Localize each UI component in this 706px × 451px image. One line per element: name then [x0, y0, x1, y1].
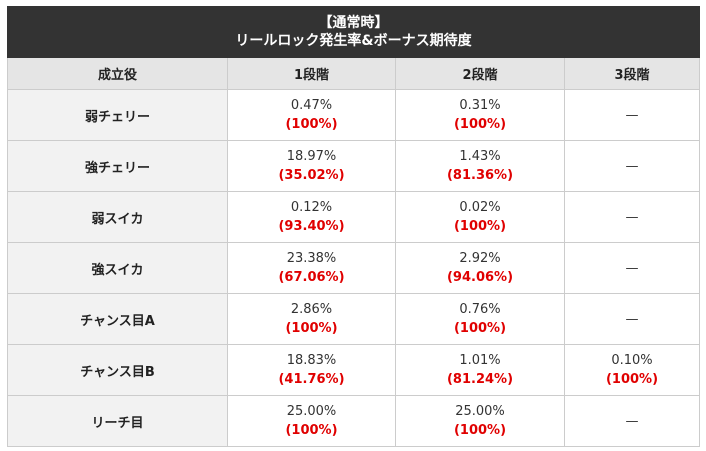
rate-value: 0.47% — [290, 98, 333, 113]
empty-dash: — — [625, 107, 639, 123]
bonus-expectation: (67.06%) — [278, 270, 345, 285]
table-row: チャンス目A 2.86% (100%) 0.76% (100%) — — [7, 293, 701, 345]
stage-2-cell: 0.76% (100%) — [395, 293, 565, 345]
title-line-2: リールロック発生率&ボーナス期待度 — [235, 33, 472, 49]
role-cell: チャンス目A — [7, 293, 228, 345]
rate-value: 25.00% — [286, 404, 337, 419]
table-row: 弱スイカ 0.12% (93.40%) 0.02% (100%) — — [7, 191, 701, 243]
bonus-expectation: (100%) — [453, 423, 507, 438]
role-cell: 強スイカ — [7, 242, 228, 294]
bonus-expectation: (94.06%) — [446, 270, 514, 285]
stage-3-cell: — — [563, 191, 701, 243]
role-cell: 弱チェリー — [7, 89, 228, 141]
header-stage-2: 2段階 — [395, 57, 565, 90]
rate-value: 0.02% — [459, 200, 501, 215]
empty-dash: — — [625, 209, 639, 225]
table-row: リーチ目 25.00% (100%) 25.00% (100%) — — [7, 395, 701, 447]
role-cell: 弱スイカ — [7, 191, 228, 243]
stage-1-cell: 23.38% (67.06%) — [227, 242, 396, 294]
stage-2-cell: 0.31% (100%) — [395, 89, 565, 141]
stage-2-cell: 25.00% (100%) — [395, 395, 565, 447]
header-stage-3: 3段階 — [563, 57, 701, 90]
stage-3-cell: — — [563, 89, 701, 141]
table-container: 【通常時】 リールロック発生率&ボーナス期待度 成立役 1段階 2段階 3段階 … — [6, 6, 701, 447]
stage-3-cell: 0.10% (100%) — [563, 344, 701, 396]
stage-3-cell: — — [563, 140, 701, 192]
stage-2-cell: 0.02% (100%) — [395, 191, 565, 243]
stage-1-cell: 25.00% (100%) — [227, 395, 396, 447]
header-row: 成立役 1段階 2段階 3段階 — [7, 57, 701, 90]
table-row: 強スイカ 23.38% (67.06%) 2.92% (94.06%) — — [7, 242, 701, 294]
stage-1-cell: 18.83% (41.76%) — [227, 344, 396, 396]
bonus-expectation: (100%) — [453, 219, 507, 234]
title-line-1: 【通常時】 — [318, 15, 389, 31]
rate-value: 25.00% — [455, 404, 505, 419]
reel-lock-table: 【通常時】 リールロック発生率&ボーナス期待度 成立役 1段階 2段階 3段階 … — [6, 6, 701, 447]
bonus-expectation: (100%) — [285, 321, 338, 336]
stage-3-cell: — — [563, 293, 701, 345]
stage-1-cell: 2.86% (100%) — [227, 293, 396, 345]
rate-value: 2.92% — [459, 251, 501, 266]
table-row: チャンス目B 18.83% (41.76%) 1.01% (81.24%) 0.… — [7, 344, 701, 396]
bonus-expectation: (100%) — [453, 321, 507, 336]
bonus-expectation: (41.76%) — [278, 372, 345, 387]
empty-dash: — — [625, 413, 639, 429]
empty-dash: — — [625, 158, 639, 174]
rate-value: 23.38% — [286, 251, 337, 266]
table-title: 【通常時】 リールロック発生率&ボーナス期待度 — [6, 6, 701, 58]
bonus-expectation: (81.24%) — [446, 372, 514, 387]
header-stage-1: 1段階 — [227, 57, 396, 90]
role-cell: チャンス目B — [7, 344, 228, 396]
bonus-expectation: (100%) — [285, 117, 338, 132]
role-cell: 強チェリー — [7, 140, 228, 192]
stage-1-cell: 0.47% (100%) — [227, 89, 396, 141]
rate-value: 1.01% — [459, 353, 501, 368]
rate-value: 1.43% — [459, 149, 501, 164]
stage-2-cell: 1.43% (81.36%) — [395, 140, 565, 192]
rate-value: 2.86% — [290, 302, 333, 317]
stage-3-cell: — — [563, 242, 701, 294]
table-row: 弱チェリー 0.47% (100%) 0.31% (100%) — — [7, 89, 701, 141]
rate-value: 0.31% — [459, 98, 501, 113]
empty-dash: — — [625, 260, 639, 276]
bonus-expectation: (81.36%) — [446, 168, 514, 183]
bonus-expectation: (100%) — [285, 423, 338, 438]
rate-value: 0.76% — [459, 302, 501, 317]
bonus-expectation: (100%) — [605, 372, 659, 387]
stage-2-cell: 1.01% (81.24%) — [395, 344, 565, 396]
bonus-expectation: (100%) — [453, 117, 507, 132]
empty-dash: — — [625, 311, 639, 327]
stage-3-cell: — — [563, 395, 701, 447]
role-cell: リーチ目 — [7, 395, 228, 447]
stage-1-cell: 18.97% (35.02%) — [227, 140, 396, 192]
rate-value: 0.12% — [290, 200, 333, 215]
stage-1-cell: 0.12% (93.40%) — [227, 191, 396, 243]
rate-value: 18.83% — [286, 353, 337, 368]
rate-value: 18.97% — [286, 149, 337, 164]
header-role: 成立役 — [7, 57, 228, 90]
table-row: 強チェリー 18.97% (35.02%) 1.43% (81.36%) — — [7, 140, 701, 192]
rate-value: 0.10% — [611, 353, 653, 368]
bonus-expectation: (35.02%) — [278, 168, 345, 183]
stage-2-cell: 2.92% (94.06%) — [395, 242, 565, 294]
bonus-expectation: (93.40%) — [278, 219, 345, 234]
